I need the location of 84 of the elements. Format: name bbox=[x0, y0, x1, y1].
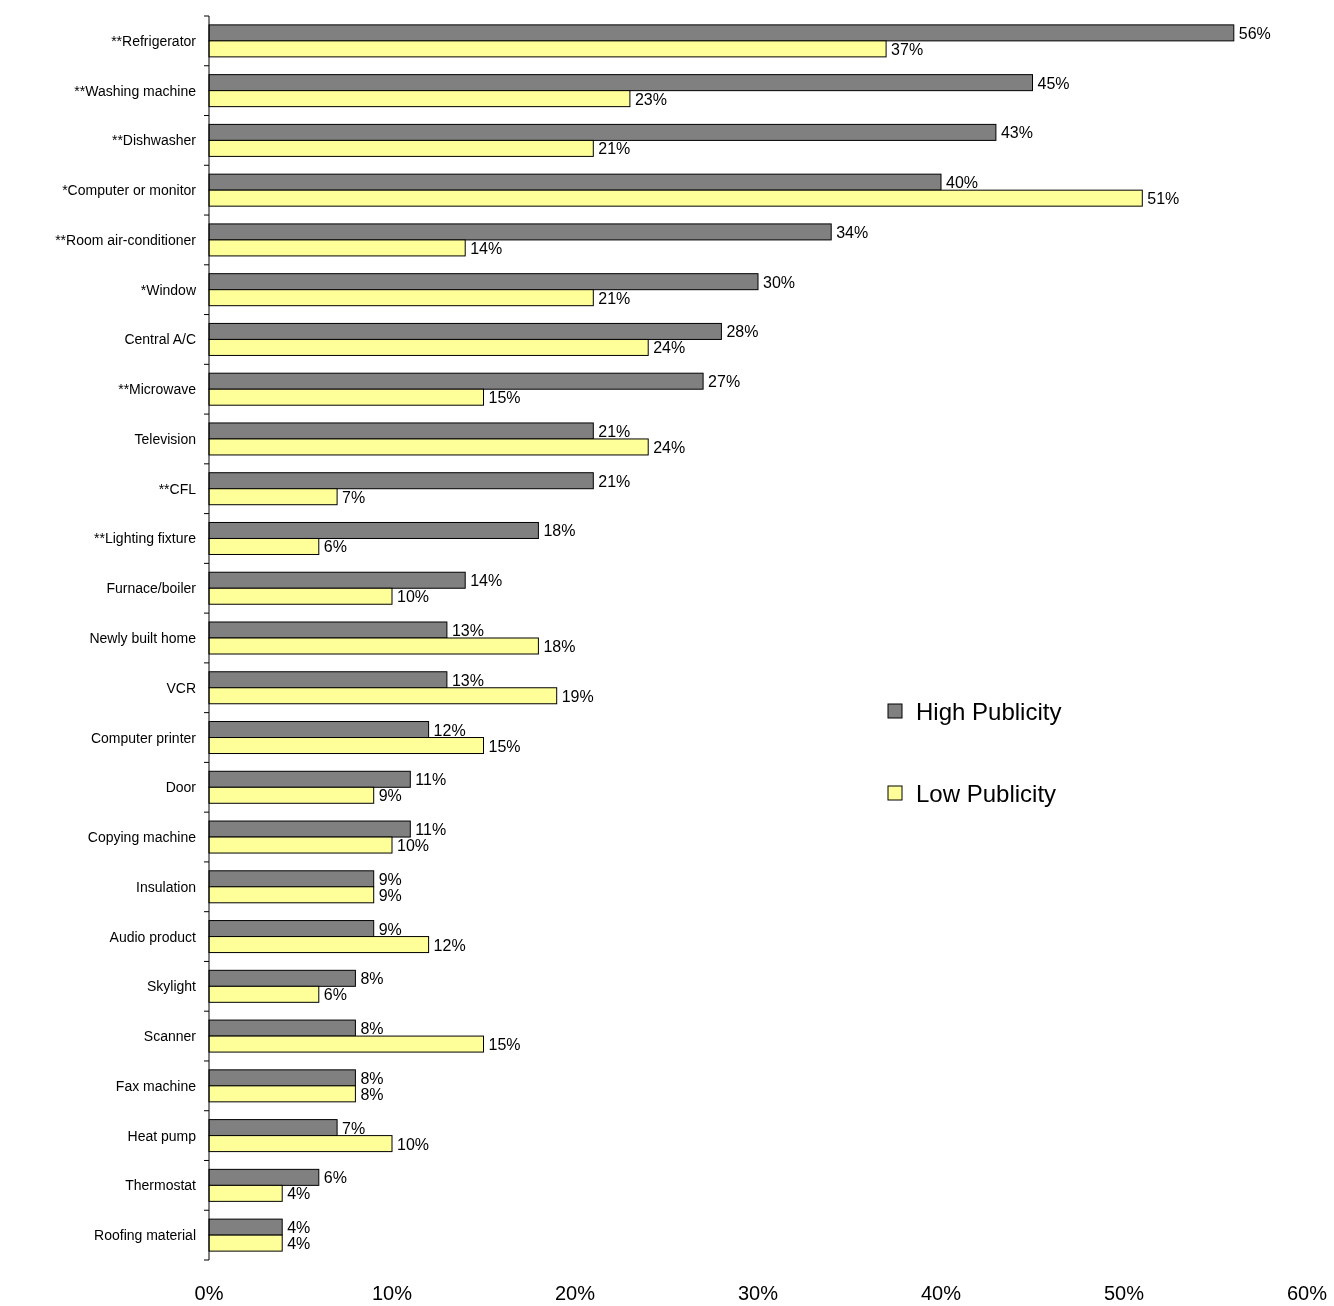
data-label: 24% bbox=[653, 438, 686, 456]
data-label: 37% bbox=[891, 40, 924, 58]
data-label: 23% bbox=[634, 90, 667, 108]
y-tick-label: Newly built home bbox=[89, 630, 197, 646]
data-label: 15% bbox=[488, 737, 521, 755]
data-label: 4% bbox=[287, 1219, 311, 1237]
y-tick-label: *Window bbox=[140, 281, 197, 298]
data-label: 40% bbox=[946, 174, 979, 192]
data-label: 12% bbox=[433, 721, 466, 739]
y-tick-label: **Washing machine bbox=[74, 82, 197, 99]
y-tick-label: Insulation bbox=[136, 878, 196, 895]
data-label: 9% bbox=[378, 920, 402, 938]
data-label: 11% bbox=[415, 771, 447, 789]
x-tick-label: 40% bbox=[920, 1282, 962, 1304]
data-label: 21% bbox=[598, 422, 631, 440]
y-tick-label: Skylight bbox=[146, 978, 197, 995]
data-label: 8% bbox=[360, 1069, 384, 1087]
data-label: 4% bbox=[287, 1185, 311, 1203]
data-label: 30% bbox=[763, 273, 796, 291]
data-label: 10% bbox=[397, 837, 430, 855]
x-tick-label: 30% bbox=[737, 1282, 779, 1304]
data-label: 18% bbox=[543, 522, 576, 540]
data-label: 11% bbox=[415, 821, 447, 839]
data-label: 8% bbox=[360, 1020, 384, 1038]
y-tick-label: **Room air-conditioner bbox=[55, 231, 197, 248]
data-label: 21% bbox=[598, 289, 631, 307]
y-tick-label: Roofing material bbox=[94, 1227, 196, 1244]
data-label: 9% bbox=[378, 886, 402, 904]
data-label: 24% bbox=[653, 339, 686, 357]
data-label: 10% bbox=[397, 588, 430, 606]
data-label: 8% bbox=[360, 970, 384, 988]
y-tick-label: *Computer or monitor bbox=[62, 182, 197, 199]
data-label: 10% bbox=[397, 1135, 430, 1153]
data-label: 7% bbox=[342, 488, 366, 506]
legend-label: Low Publicity bbox=[916, 780, 1057, 807]
data-label: 21% bbox=[598, 140, 631, 158]
y-tick-label: Television bbox=[134, 430, 196, 447]
legend-label: High Publicity bbox=[916, 698, 1062, 725]
data-label: 56% bbox=[1238, 24, 1271, 42]
data-label: 4% bbox=[287, 1235, 311, 1253]
x-tick-label: 0% bbox=[194, 1282, 224, 1304]
y-tick-label: **Dishwasher bbox=[111, 132, 197, 149]
y-tick-label: VCR bbox=[166, 679, 196, 696]
data-label: 27% bbox=[708, 373, 741, 391]
y-tick-label: Computer printer bbox=[90, 729, 197, 746]
data-label: 43% bbox=[1000, 124, 1033, 142]
data-label: 18% bbox=[543, 638, 576, 655]
data-label: 9% bbox=[378, 787, 402, 805]
y-tick-label: **Microwave bbox=[118, 381, 197, 398]
data-label: 45% bbox=[1037, 74, 1070, 92]
data-label: 12% bbox=[433, 936, 466, 954]
y-tick-label: Central A/C bbox=[124, 331, 196, 348]
y-tick-label: Scanner bbox=[143, 1028, 197, 1045]
data-label: 15% bbox=[488, 389, 521, 407]
y-tick-label: Audio product bbox=[109, 928, 197, 945]
y-tick-label: Heat pump bbox=[127, 1127, 197, 1144]
y-tick-label: Copying machine bbox=[87, 829, 197, 846]
x-tick-label: 20% bbox=[554, 1282, 596, 1304]
data-label: 6% bbox=[323, 538, 347, 556]
data-label: 51% bbox=[1147, 190, 1180, 208]
data-label: 14% bbox=[470, 572, 503, 590]
data-label: 6% bbox=[323, 986, 347, 1004]
data-label: 21% bbox=[598, 472, 631, 490]
x-tick-label: 60% bbox=[1286, 1282, 1328, 1304]
data-label: 13% bbox=[451, 671, 484, 689]
data-label: 15% bbox=[488, 1036, 521, 1054]
data-label: 34% bbox=[836, 223, 869, 241]
data-label: 9% bbox=[378, 870, 402, 888]
data-label: 14% bbox=[470, 239, 503, 257]
y-tick-label: Fax machine bbox=[115, 1077, 197, 1094]
y-tick-label: **Lighting fixture bbox=[94, 530, 197, 547]
x-tick-label: 10% bbox=[371, 1282, 413, 1304]
data-label: 7% bbox=[342, 1119, 366, 1137]
data-label: 8% bbox=[360, 1085, 384, 1103]
y-tick-label: Door bbox=[165, 779, 197, 796]
data-label: 19% bbox=[561, 687, 594, 705]
y-tick-label: **CFL bbox=[158, 480, 197, 497]
data-label: 13% bbox=[451, 622, 484, 639]
data-label: 6% bbox=[323, 1169, 347, 1187]
data-label: 28% bbox=[726, 323, 759, 341]
y-tick-label: **Refrigerator bbox=[111, 32, 197, 49]
y-tick-label: Furnace/boiler bbox=[106, 580, 197, 597]
y-tick-label: Thermostat bbox=[125, 1177, 197, 1194]
x-tick-label: 50% bbox=[1103, 1282, 1145, 1304]
